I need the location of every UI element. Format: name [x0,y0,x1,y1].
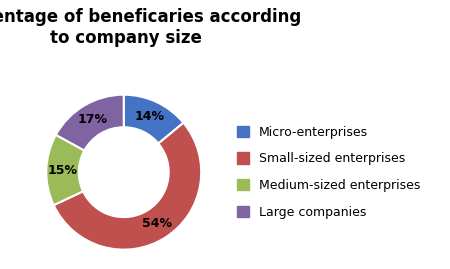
Legend: Micro-enterprises, Small-sized enterprises, Medium-sized enterprises, Large comp: Micro-enterprises, Small-sized enterpris… [237,126,420,219]
Text: Percentage of beneficaries according
to company size: Percentage of beneficaries according to … [0,8,301,47]
Text: 54%: 54% [142,217,171,230]
Wedge shape [124,95,184,144]
Text: 14%: 14% [135,110,165,123]
Text: 17%: 17% [77,113,108,126]
Wedge shape [46,135,84,205]
Wedge shape [54,123,201,250]
Wedge shape [56,95,124,151]
Text: 15%: 15% [48,164,77,177]
